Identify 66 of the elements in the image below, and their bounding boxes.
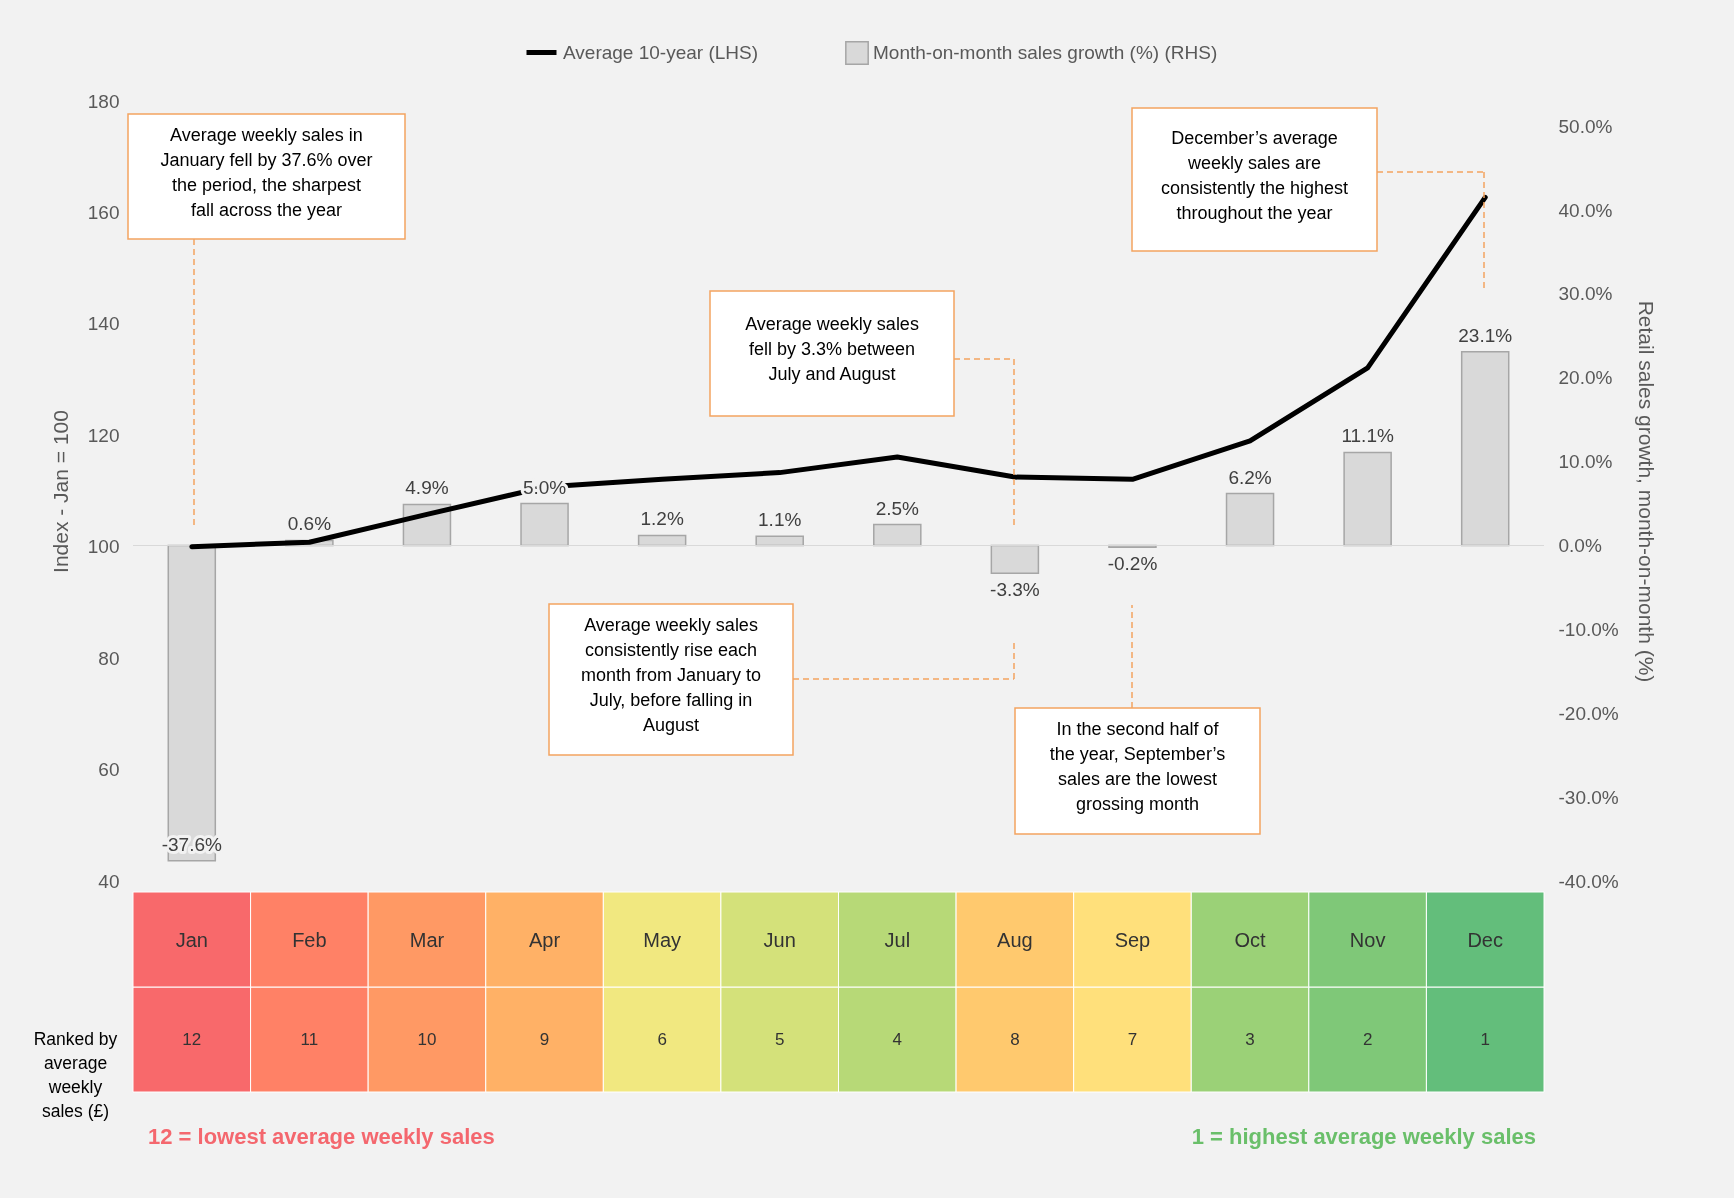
- annotation: Average weekly sales in January fell by 37.6% over the period, the sharpest fall across the year: [160, 124, 373, 220]
- x-tick-label: Apr: [528, 928, 561, 951]
- y-tick-label: 120: [87, 424, 120, 446]
- x-tick-label: Aug: [997, 928, 1033, 951]
- data-label: 23.1%: [1458, 324, 1513, 346]
- y2-tick-label: -20.0%: [1558, 702, 1619, 724]
- data-label: -37.6%: [161, 833, 222, 855]
- y2-axis-title: Retail sales growth, month-on-month (%): [1634, 300, 1658, 683]
- y2-tick-label: -40.0%: [1558, 870, 1619, 892]
- data-label: 1: [1480, 1029, 1490, 1049]
- data-label: 7: [1127, 1029, 1138, 1049]
- y-tick-label: 80: [98, 647, 120, 669]
- y-tick-label: 140: [87, 313, 120, 335]
- legend-label: Average 10-year (LHS): [563, 41, 759, 63]
- data-label: 5.0%: [522, 476, 567, 498]
- x-tick-label: Nov: [1349, 928, 1386, 951]
- text: 1 = highest average weekly sales: [1191, 1124, 1536, 1149]
- y2-tick-label: 0.0%: [1558, 535, 1602, 557]
- x-tick-label: Jan: [175, 928, 208, 951]
- annotation: Average weekly sales fell by 3.3% between July and August: [745, 314, 919, 384]
- data-label: 11.1%: [1341, 425, 1394, 447]
- x-tick-label: May: [643, 928, 682, 951]
- data-label: -0.2%: [1107, 553, 1158, 575]
- data-label: 11: [300, 1029, 319, 1049]
- data-label: 2: [1362, 1029, 1373, 1049]
- data-label: 3: [1245, 1029, 1255, 1049]
- data-label: 12: [182, 1029, 202, 1049]
- data-label: -3.3%: [990, 579, 1040, 601]
- x-tick-label: Mar: [409, 928, 445, 951]
- y2-tick-label: 30.0%: [1558, 283, 1613, 305]
- data-label: 6.2%: [1228, 466, 1272, 488]
- y-tick-label: 180: [87, 90, 120, 112]
- legend-label: Month-on-month sales growth (%) (RHS): [873, 42, 1218, 63]
- y2-tick-label: 50.0%: [1558, 115, 1613, 137]
- y-tick-label: 60: [98, 759, 120, 781]
- data-label: 4.9%: [405, 477, 449, 499]
- data-label: 1.1%: [758, 509, 802, 531]
- y2-tick-label: -10.0%: [1558, 618, 1619, 640]
- y2-tick-label: 40.0%: [1558, 199, 1613, 221]
- data-label: 10: [417, 1029, 437, 1049]
- y-tick-label: 100: [87, 536, 120, 558]
- y2-tick-label: 10.0%: [1558, 451, 1613, 473]
- x-tick-label: Sep: [1114, 928, 1151, 951]
- y-tick-label: Ranked by average weekly sales (£): [33, 1028, 118, 1121]
- data-label: 2.5%: [875, 497, 920, 519]
- annotation: Average weekly sales consistently rise each month from January to July, before falling in August: [580, 615, 762, 735]
- data-label: 1.2%: [640, 508, 684, 530]
- annotation: In the second half of the year, September’s sales are the lowest grossing month: [1049, 719, 1226, 814]
- y2-tick-label: -30.0%: [1558, 786, 1619, 808]
- x-tick-label: Jul: [884, 928, 911, 951]
- data-label: 5: [774, 1029, 785, 1049]
- annotation: December’s average weekly sales are consistently the highest throughout the year: [1160, 127, 1349, 223]
- text: 12 = lowest average weekly sales: [148, 1124, 495, 1149]
- y2-tick-label: 20.0%: [1558, 367, 1613, 389]
- y-tick-label: 40: [98, 870, 120, 892]
- x-tick-label: Feb: [292, 928, 327, 951]
- data-label: 6: [657, 1029, 667, 1049]
- x-tick-label: Dec: [1467, 928, 1503, 951]
- data-label: 0.6%: [287, 513, 332, 535]
- data-label: 4: [892, 1029, 903, 1049]
- y-tick-label: 160: [87, 201, 120, 223]
- data-label: 9: [539, 1029, 550, 1049]
- x-tick-label: Jun: [763, 928, 796, 951]
- y-axis-title: Index - Jan = 100: [48, 410, 72, 573]
- x-tick-label: Oct: [1234, 928, 1267, 951]
- data-label: 8: [1010, 1029, 1020, 1049]
